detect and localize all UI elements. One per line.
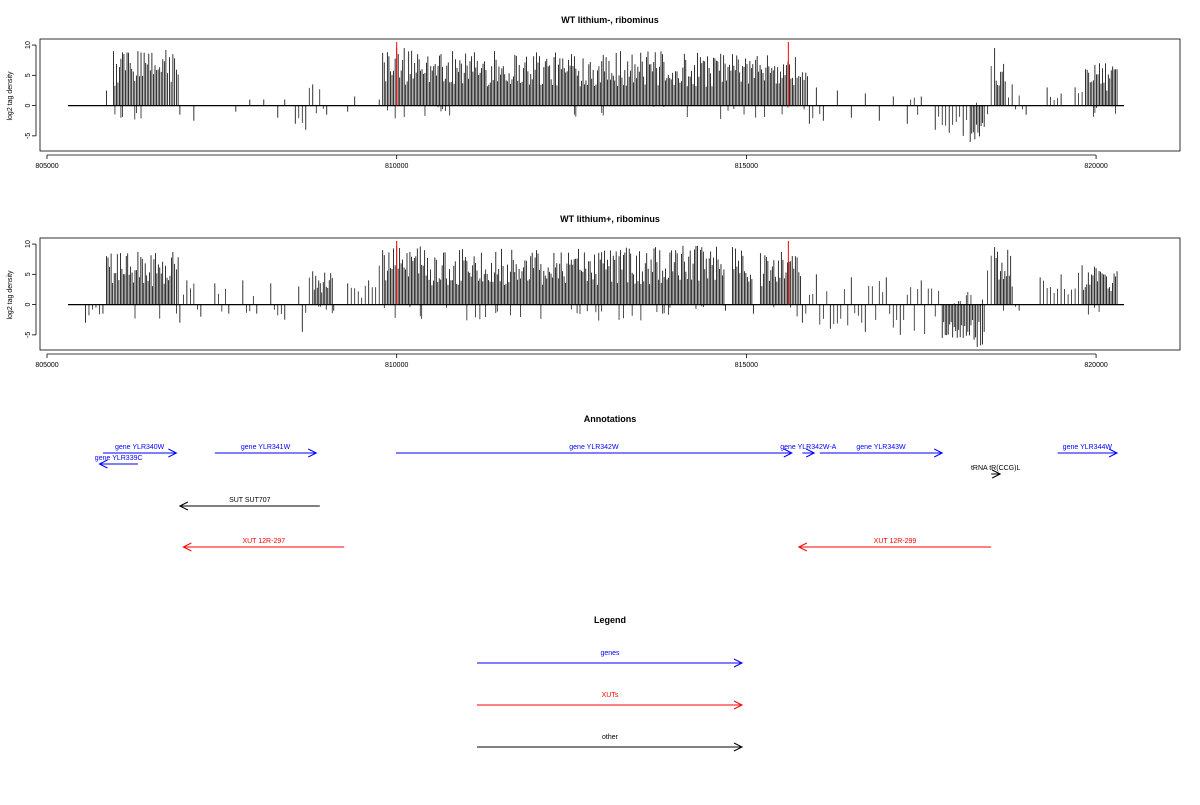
feature-arrow: gene YLR340W	[102, 444, 178, 458]
feature-arrow: XUT 12R-297	[182, 538, 345, 552]
feature-label: SUT SUT707	[229, 497, 271, 504]
feature-arrows: gene YLR340W gene YLR339C gene YLR341W gene…	[95, 444, 1119, 552]
legend-entry: XUTs	[477, 692, 744, 710]
arrow-head	[733, 700, 744, 710]
arrow-head	[178, 501, 189, 511]
plot-frame	[39, 38, 1181, 152]
arrow-head	[308, 448, 318, 458]
arrow-head	[933, 448, 944, 458]
feature-label: gene YLR340W	[115, 444, 165, 451]
feature-arrow: gene YLR342W	[395, 444, 793, 458]
feature-label: gene YLR341W	[241, 444, 291, 451]
legend-title: Legend	[594, 615, 626, 625]
feature-label: gene YLR343W	[856, 444, 906, 451]
plot-frame	[39, 237, 1181, 351]
feature-label: XUT 12R-299	[874, 538, 917, 545]
legend-entry: genes	[477, 650, 744, 668]
feature-label: gene YLR339C	[95, 455, 143, 462]
feature-label: gene YLR344W	[1063, 444, 1113, 451]
panel-title: WT lithium+, ribominus	[560, 214, 660, 224]
axes: 10 5 0 -5 805000 810000 815000 820000	[25, 41, 1108, 170]
x-tick-label: 815000	[735, 163, 758, 170]
y-tick-label: 10	[25, 41, 32, 49]
feature-label: gene YLR342W	[569, 444, 619, 451]
y-tick-label: -5	[25, 332, 32, 338]
arrow-head	[98, 459, 108, 469]
track-panel-lithium-minus: WT lithium-, ribominus log2 tag density …	[7, 15, 1181, 170]
x-tick-label: 815000	[735, 362, 758, 369]
legend-entry: other	[477, 734, 744, 752]
arrow-head	[168, 448, 178, 458]
y-tick-label: 5	[25, 272, 32, 276]
feature-label: XUT 12R-297	[242, 538, 285, 545]
y-tick-label: 0	[25, 104, 32, 108]
annotations-title: Annotations	[584, 414, 637, 424]
arrow-head	[797, 542, 808, 552]
feature-arrow: gene YLR343W	[819, 444, 944, 458]
y-tick-label: -5	[25, 133, 32, 139]
y-tick-label: 5	[25, 73, 32, 77]
density-bars	[67, 42, 1125, 142]
legend-entries: genes XUTs other	[477, 650, 744, 752]
panel-title: WT lithium-, ribominus	[561, 15, 659, 25]
legend-label: other	[602, 734, 619, 741]
feature-arrow: gene YLR341W	[214, 444, 318, 458]
y-axis-label: log2 tag density	[7, 71, 14, 121]
feature-arrow: XUT 12R-299	[797, 538, 992, 552]
feature-label: gene YLR342W-A	[780, 444, 836, 451]
x-tick-label: 805000	[35, 163, 58, 170]
x-tick-label: 810000	[385, 362, 408, 369]
x-tick-label: 810000	[385, 163, 408, 170]
arrow-head	[733, 742, 744, 752]
arrow-head	[182, 542, 192, 552]
y-tick-label: 10	[25, 240, 32, 248]
density-bars	[67, 241, 1125, 347]
axes: 10 5 0 -5 805000 810000 815000 820000	[25, 240, 1108, 369]
legend-label: genes	[600, 650, 620, 657]
feature-arrow: gene YLR344W	[1057, 444, 1119, 458]
legend: Legend genes XUTs other	[477, 615, 744, 752]
x-tick-label: 820000	[1084, 163, 1107, 170]
arrow-head	[805, 448, 816, 458]
feature-label: tRNA tR(CCG)L	[971, 465, 1021, 472]
feature-arrow: gene YLR339C	[95, 455, 143, 469]
arrow-head	[991, 469, 1002, 479]
arrow-head	[783, 448, 793, 458]
arrow-head	[1108, 448, 1119, 458]
arrow-head	[733, 658, 744, 668]
y-axis-label: log2 tag density	[7, 270, 14, 320]
feature-arrow: SUT SUT707	[178, 497, 320, 511]
y-tick-label: 0	[25, 303, 32, 307]
legend-label: XUTs	[602, 692, 619, 699]
x-tick-label: 820000	[1084, 362, 1107, 369]
feature-arrow: tRNA tR(CCG)L	[971, 465, 1021, 479]
feature-arrow: gene YLR342W-A	[780, 444, 837, 458]
track-panel-lithium-plus: WT lithium+, ribominus log2 tag density …	[7, 214, 1181, 369]
x-tick-label: 805000	[35, 362, 58, 369]
